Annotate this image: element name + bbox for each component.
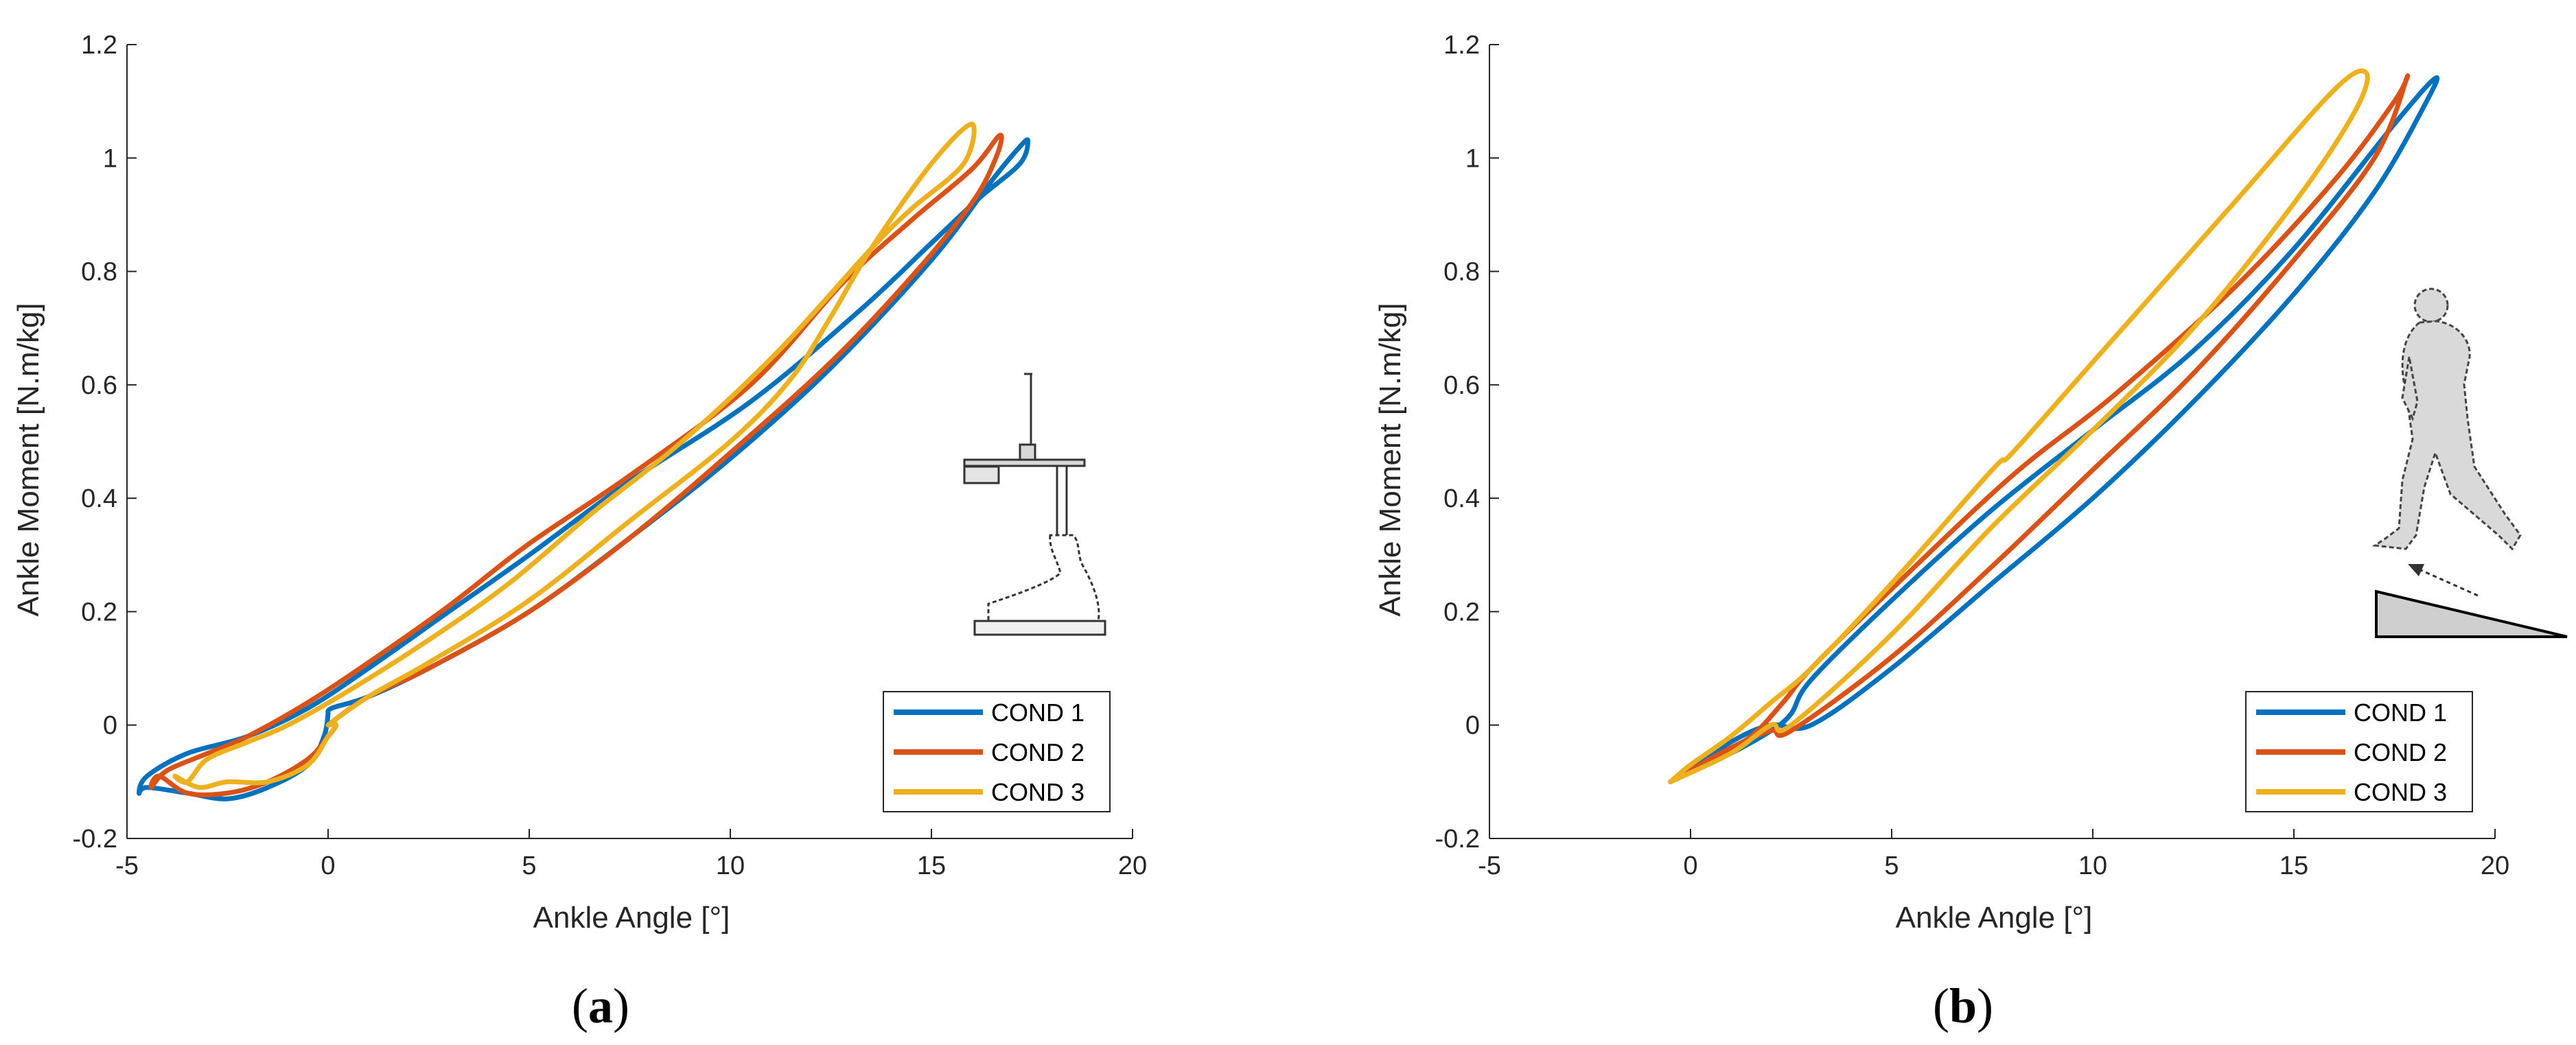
legend-label-cond1-b: COND 1 bbox=[2354, 698, 2447, 727]
x-tick-label-a: 0 bbox=[321, 852, 335, 880]
y-tick-label-a: -0.2 bbox=[73, 825, 117, 854]
y-tick-label-b: 0.8 bbox=[1443, 258, 1480, 287]
legend-label-cond1-a: COND 1 bbox=[991, 698, 1084, 727]
x-tick-label-b: -5 bbox=[1478, 852, 1501, 880]
walker-on-slope-icon bbox=[2371, 287, 2568, 638]
legend-label-cond2-a: COND 2 bbox=[991, 738, 1084, 766]
axes-a: -5 0 5 10 15 20 -0.2 0 0.2 0.4 0.6 0.8 1 1.2 bbox=[73, 31, 1148, 880]
x-tick-label-a: 20 bbox=[1118, 852, 1147, 880]
legend-entry-cond1-b: COND 1 bbox=[2256, 698, 2447, 727]
panel-caption-b: (b) bbox=[1933, 978, 1993, 1033]
y-tick-label-a: 1.2 bbox=[81, 31, 117, 60]
x-tick-label-a: -5 bbox=[115, 852, 139, 880]
y-tick-label-b: 0.6 bbox=[1443, 371, 1480, 400]
legend-entry-cond2-b: COND 2 bbox=[2256, 738, 2447, 766]
legend-b: COND 1 COND 2 COND 3 bbox=[2245, 691, 2473, 812]
series-line-cond2-a bbox=[148, 132, 1004, 797]
panel-caption-a: (a) bbox=[572, 978, 629, 1033]
legend-a: COND 1 COND 2 COND 3 bbox=[883, 691, 1111, 812]
x-axis-title-a: Ankle Angle [°] bbox=[533, 901, 730, 935]
x-tick-label-b: 15 bbox=[2279, 852, 2308, 880]
x-tick-label-b: 10 bbox=[2078, 852, 2107, 880]
y-axis-title-a: Ankle Moment [N.m/kg] bbox=[12, 303, 45, 616]
x-tick-label-b: 5 bbox=[1884, 852, 1899, 880]
series-line-cond1-b bbox=[1668, 75, 2440, 784]
series-line-cond2-b bbox=[1668, 73, 2411, 784]
x-tick-label-a: 10 bbox=[716, 852, 745, 880]
y-tick-label-a: 0.8 bbox=[81, 258, 117, 287]
y-tick-label-b: 0 bbox=[1465, 712, 1480, 740]
prosthetic-foot-test-rig-icon bbox=[963, 373, 1106, 636]
x-tick-label-b: 20 bbox=[2481, 852, 2509, 880]
y-tick-label-b: -0.2 bbox=[1435, 825, 1480, 854]
y-tick-label-b: 1 bbox=[1465, 144, 1480, 173]
series-group-a bbox=[137, 121, 1031, 801]
x-tick-label-a: 15 bbox=[917, 852, 946, 880]
x-tick-label-b: 0 bbox=[1683, 852, 1697, 880]
y-tick-label-a: 0.6 bbox=[81, 371, 117, 400]
legend-entry-cond3-a: COND 3 bbox=[894, 778, 1084, 806]
legend-label-cond3-b: COND 3 bbox=[2354, 778, 2447, 806]
y-tick-label-b: 0.4 bbox=[1443, 484, 1480, 513]
y-tick-label-a: 0.4 bbox=[81, 484, 117, 513]
legend-entry-cond1-a: COND 1 bbox=[894, 698, 1084, 727]
y-tick-label-b: 1.2 bbox=[1443, 31, 1480, 60]
series-line-cond3-a bbox=[172, 121, 977, 790]
legend-entry-cond3-b: COND 3 bbox=[2256, 778, 2447, 806]
y-tick-label-a: 0 bbox=[103, 712, 117, 740]
series-line-cond3-b bbox=[1668, 68, 2370, 784]
x-axis-title-b: Ankle Angle [°] bbox=[1896, 901, 2093, 935]
legend-entry-cond2-a: COND 2 bbox=[894, 738, 1084, 766]
chart-panel-a: -5 0 5 10 15 20 -0.2 0 0.2 0.4 0.6 0.8 1 1.2 Ankle An… bbox=[12, 31, 1147, 1033]
y-tick-label-a: 1 bbox=[103, 144, 117, 173]
y-tick-label-b: 0.2 bbox=[1443, 598, 1480, 626]
series-group-b bbox=[1668, 68, 2440, 784]
legend-label-cond2-b: COND 2 bbox=[2354, 738, 2447, 766]
y-tick-label-a: 0.2 bbox=[81, 598, 117, 626]
y-axis-title-b: Ankle Moment [N.m/kg] bbox=[1373, 303, 1407, 616]
chart-panel-b: -5 0 5 10 15 20 -0.2 0 0.2 0.4 0.6 0.8 1 1.2 Ankle An… bbox=[1373, 31, 2568, 1033]
axes-b: -5 0 5 10 15 20 -0.2 0 0.2 0.4 0.6 0.8 1 1.2 bbox=[1435, 31, 2510, 880]
legend-label-cond3-a: COND 3 bbox=[991, 778, 1084, 806]
x-tick-label-a: 5 bbox=[522, 852, 536, 880]
